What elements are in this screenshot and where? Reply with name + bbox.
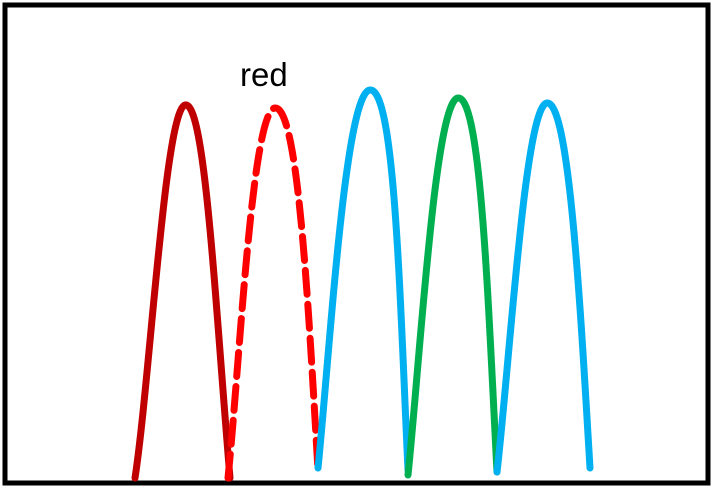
green-curve	[404, 94, 501, 479]
red-dashed-curve	[224, 104, 322, 482]
light-blue-curve	[314, 86, 412, 474]
curve-label: red	[240, 56, 288, 93]
dark-red-curve	[131, 101, 234, 482]
light-blue-curve-2	[493, 99, 594, 476]
